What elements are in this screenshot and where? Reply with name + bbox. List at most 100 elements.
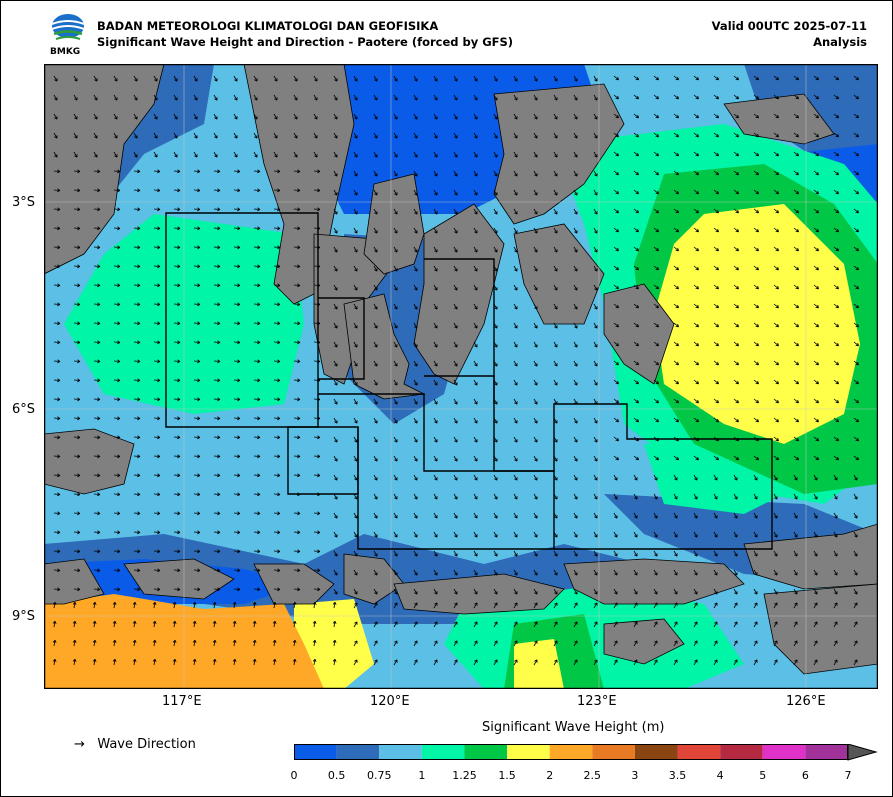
wave-arrow — [433, 550, 438, 557]
wave-arrow — [633, 531, 638, 538]
wave-arrow — [53, 397, 61, 402]
wave-arrow — [133, 530, 141, 535]
wave-arrow — [393, 227, 398, 234]
wave-arrow — [393, 550, 398, 557]
wave-arrow — [53, 511, 61, 516]
wave-arrow — [233, 94, 238, 101]
wave-arrow — [753, 94, 759, 100]
wave-arrow — [393, 588, 398, 595]
wave-arrow — [793, 659, 798, 666]
wave-arrow — [533, 436, 538, 443]
wave-arrow — [653, 265, 659, 271]
wave-arrow — [93, 321, 101, 326]
wave-arrow — [253, 321, 261, 326]
wave-arrow — [213, 113, 218, 120]
wave-arrow — [673, 265, 679, 271]
wave-arrow — [272, 620, 277, 628]
wave-arrow — [773, 360, 779, 366]
wave-arrow — [93, 94, 98, 101]
wave-arrow — [713, 75, 719, 81]
wave-arrow — [833, 341, 839, 347]
wave-arrow — [213, 226, 221, 231]
wave-arrow — [593, 265, 598, 272]
wave-arrow — [673, 455, 679, 461]
wave-arrow — [73, 188, 81, 193]
wave-arrow — [93, 454, 101, 459]
wave-arrow — [133, 226, 141, 231]
wave-arrow — [533, 208, 538, 215]
wave-arrow — [293, 416, 301, 421]
wave-arrow — [753, 341, 759, 347]
wave-arrow — [633, 398, 639, 404]
wave-arrow — [833, 170, 839, 176]
wave-arrow — [333, 75, 338, 82]
wave-arrow — [593, 303, 598, 310]
wave-arrow — [173, 302, 181, 307]
wave-arrow — [773, 602, 778, 609]
wave-arrow — [213, 245, 221, 250]
wave-arrow — [313, 511, 321, 516]
wave-arrow — [273, 75, 278, 82]
wave-arrow — [493, 621, 498, 628]
wave-arrow — [753, 379, 759, 385]
wave-arrow — [533, 531, 538, 538]
wave-arrow — [693, 417, 699, 423]
wave-arrow — [733, 455, 739, 461]
wave-arrow — [693, 265, 699, 271]
wave-arrow — [313, 113, 318, 120]
wave-arrow — [153, 207, 161, 212]
wave-arrow — [573, 75, 578, 82]
wave-arrow — [453, 265, 458, 272]
wave-arrow — [192, 620, 197, 628]
wave-arrow — [333, 246, 338, 253]
wave-arrow — [433, 398, 438, 405]
wave-arrow — [793, 265, 799, 271]
wave-arrow — [773, 436, 779, 442]
wave-arrow — [393, 322, 398, 329]
wave-arrow — [633, 341, 639, 347]
wave-arrow — [693, 303, 699, 309]
wave-arrow — [733, 602, 738, 609]
wave-arrow — [92, 601, 97, 609]
wave-arrow — [533, 303, 538, 310]
wave-arrow — [473, 75, 478, 82]
wave-arrow — [52, 620, 57, 628]
wave-arrow — [513, 569, 518, 576]
wave-arrow — [753, 265, 759, 271]
wave-arrow — [653, 208, 659, 214]
wave-arrow — [753, 455, 759, 461]
wave-arrow — [313, 473, 321, 478]
logo-text: BMKG — [50, 47, 81, 57]
wave-arrow — [793, 132, 799, 138]
wave-arrow — [593, 455, 598, 462]
wave-arrow — [413, 398, 418, 405]
wave-arrow — [433, 621, 438, 628]
wave-arrow — [173, 169, 181, 174]
wave-arrow — [73, 113, 78, 120]
wave-arrow — [593, 94, 598, 101]
wave-arrow — [413, 455, 418, 462]
wave-arrow — [312, 601, 317, 609]
wave-arrow — [653, 621, 658, 628]
wave-arrow — [773, 640, 778, 647]
wave-arrow — [613, 189, 619, 195]
wave-arrow — [673, 417, 679, 423]
wave-arrow — [73, 511, 81, 516]
wave-arrow — [213, 378, 221, 383]
wave-arrow — [153, 188, 161, 193]
wave-arrow — [193, 587, 201, 592]
wave-arrow — [133, 207, 141, 212]
wave-arrow — [252, 620, 257, 628]
wave-arrow — [653, 246, 659, 252]
wave-arrow — [513, 341, 518, 348]
wave-arrow — [793, 512, 798, 519]
wave-arrow — [593, 132, 598, 139]
wave-arrow — [613, 512, 618, 519]
wave-arrow — [353, 474, 358, 481]
wave-arrow — [293, 188, 301, 193]
wave-arrow — [393, 531, 398, 538]
wave-arrow — [693, 550, 698, 557]
wave-arrow — [233, 454, 241, 459]
wave-arrow — [713, 265, 719, 271]
wave-arrow — [213, 397, 221, 402]
